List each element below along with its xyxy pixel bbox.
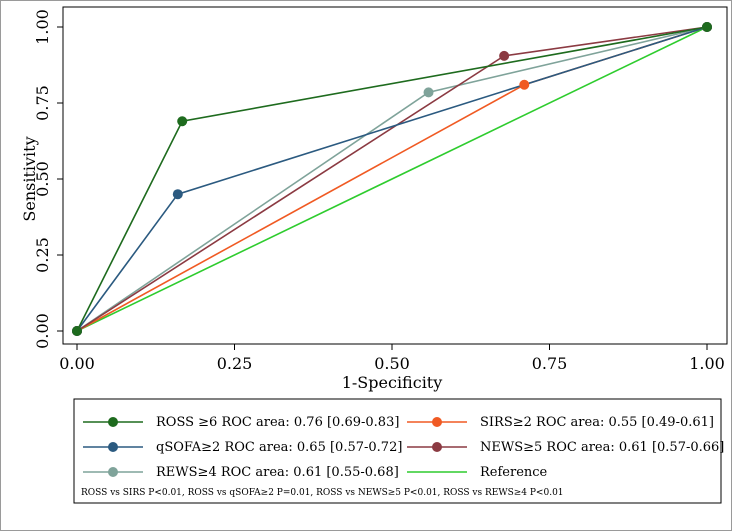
series-line-5 [76, 26, 708, 332]
x-tick-label-1: 0.25 [217, 354, 253, 373]
x-tick-label-3: 0.75 [532, 354, 568, 373]
series-1-point-1 [519, 79, 530, 90]
legend-swatch-marker-0 [108, 417, 118, 427]
series-2-point-1 [172, 189, 183, 200]
legend-label-0: ROSS ≥6 ROC area: 0.76 [0.69-0.83] [156, 415, 399, 430]
legend-label-3: NEWS≥5 ROC area: 0.61 [0.57-0.66] [480, 440, 724, 455]
legend-swatch-marker-3 [432, 442, 442, 452]
legend-label-4: REWS≥4 ROC area: 0.61 [0.55-0.68] [156, 465, 399, 480]
x-tick-label-0: 0.00 [59, 354, 95, 373]
y-axis-title: Sensitivity [20, 136, 39, 221]
y-tick-label-1: 0.25 [33, 237, 52, 273]
series-0-point-0 [72, 326, 82, 336]
legend: ROSS vs SIRS P<0.01, ROSS vs qSOFA≥2 P=0… [73, 398, 724, 504]
series-0-point-1 [177, 116, 188, 127]
x-tick-label-4: 1.00 [689, 354, 725, 373]
legend-footnote: ROSS vs SIRS P<0.01, ROSS vs qSOFA≥2 P=0… [81, 488, 564, 498]
legend-swatch-marker-2 [108, 442, 118, 452]
legend-label-1: SIRS≥2 ROC area: 0.55 [0.49-0.61] [480, 415, 714, 430]
y-tick-label-2: 0.50 [33, 161, 52, 197]
plot-area: 0.00 0.25 0.50 0.75 1.00 0.00 0.25 0.50 0.75 1.00 [33, 6, 728, 373]
plot-area-border [62, 6, 728, 345]
legend-swatch-marker-4 [108, 467, 118, 477]
y-tick-label-0: 0.00 [33, 313, 52, 349]
series-0-point-2 [702, 22, 712, 32]
legend-label-2: qSOFA≥2 ROC area: 0.65 [0.57-0.72] [156, 440, 402, 455]
x-axis-title: 1-Specificity [342, 373, 443, 392]
y-tick-label-3: 0.75 [33, 85, 52, 121]
legend-box [73, 398, 722, 504]
series-4-point-1 [423, 87, 434, 98]
legend-swatch-marker-1 [432, 417, 442, 427]
y-tick-label-4: 1.00 [33, 9, 52, 45]
legend-label-5: Reference [480, 465, 548, 480]
series-3-point-1 [499, 50, 510, 61]
x-tick-label-2: 0.50 [374, 354, 410, 373]
